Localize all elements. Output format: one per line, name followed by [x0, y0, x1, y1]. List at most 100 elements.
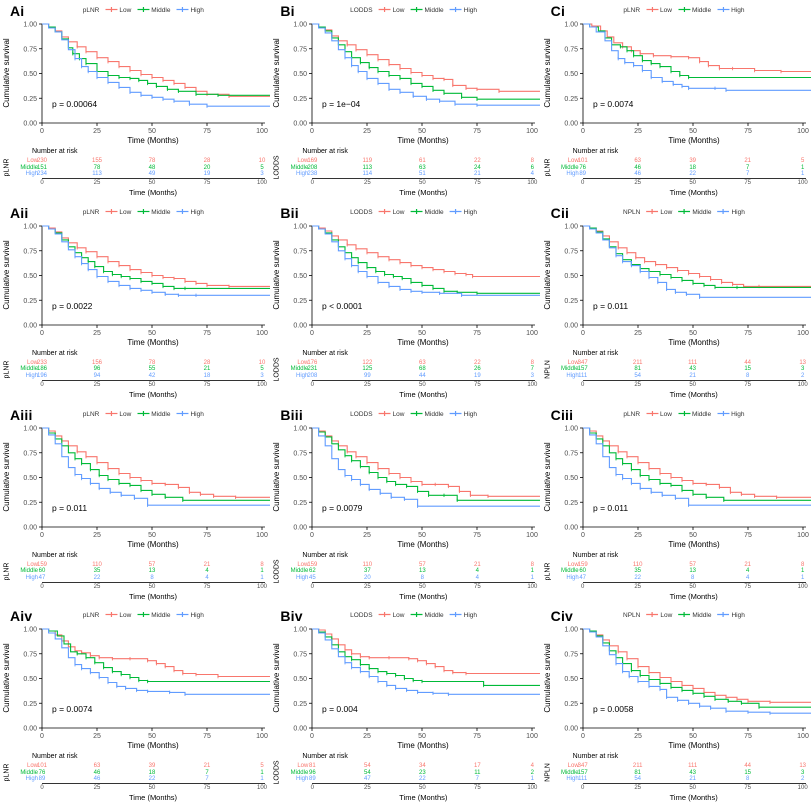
risk-axis-line — [312, 581, 536, 583]
risk-row-label-middle: Middle — [20, 568, 38, 575]
risk-count: 4 — [475, 574, 479, 581]
y-tick-label: 0.75 — [294, 652, 308, 659]
risk-count: 76 — [579, 164, 586, 171]
legend: pLNR Low Middle High — [83, 6, 204, 15]
risk-count: 49 — [148, 171, 156, 178]
y-tick-label: 0.75 — [564, 450, 578, 457]
risk-row-label-high: High — [295, 171, 309, 178]
x-tick-label: 0 — [310, 532, 314, 539]
risk-count: 155 — [91, 158, 103, 164]
risk-row-label-low: Low — [297, 763, 309, 770]
legend-item-label: Middle — [424, 410, 444, 418]
km-panel: Aiii pLNR Low Middle High 1.00 0.75 0.50 0.25… — [0, 404, 270, 606]
risk-count: 8 — [530, 359, 534, 366]
y-tick-label: 0.00 — [23, 322, 37, 329]
legend-item-low: Low — [646, 208, 672, 217]
risk-x-tick-label: 25 — [363, 180, 371, 186]
y-tick-label: 0.75 — [294, 450, 308, 457]
x-axis-title: Time (Months) — [398, 338, 450, 347]
risk-count: 54 — [634, 776, 641, 783]
risk-count: 2 — [530, 769, 534, 776]
risk-x-tick-label: 75 — [473, 785, 481, 792]
survival-curve-low — [312, 23, 541, 92]
risk-count: 78 — [93, 164, 101, 171]
x-tick-label: 25 — [634, 532, 642, 539]
km-panel: Civ NPLN Low Middle High 1.00 0.75 0.50 0.25 0… — [541, 605, 811, 807]
risk-axis-line — [42, 581, 265, 583]
p-value: p = 0.004 — [322, 704, 358, 714]
legend-item-middle: Middle — [410, 208, 444, 217]
legend-item-label: Low — [119, 7, 132, 14]
x-tick-label: 0 — [310, 733, 314, 740]
risk-x-tick-label: 50 — [689, 381, 696, 388]
risk-x-axis-label: Time (Months) — [128, 188, 178, 197]
risk-x-tick-label: 100 — [256, 381, 268, 388]
x-tick-label: 50 — [418, 532, 426, 539]
x-tick-label: 50 — [689, 733, 697, 740]
risk-count: 94 — [93, 372, 101, 379]
risk-axis-line — [312, 783, 536, 785]
legend-item-label: High — [190, 612, 204, 620]
risk-x-tick-label: 25 — [363, 381, 371, 388]
x-tick-label: 100 — [256, 128, 268, 135]
risk-count: 208 — [307, 372, 318, 379]
x-tick-label: 75 — [744, 733, 752, 740]
legend-item-label: Middle — [424, 7, 444, 14]
x-tick-label: 25 — [363, 733, 371, 740]
risk-count: 4 — [205, 568, 209, 575]
y-tick-label: 0.25 — [23, 298, 37, 305]
y-axis-title: Cumulative survival — [2, 442, 11, 512]
risk-count: 81 — [634, 769, 641, 776]
survival-curve-middle — [582, 628, 811, 708]
risk-count: 20 — [203, 164, 211, 171]
risk-count: 46 — [634, 171, 641, 178]
legend-item-label: High — [190, 208, 204, 216]
risk-count: 62 — [308, 568, 316, 575]
legend-item-middle: Middle — [677, 410, 711, 419]
legend: LODDS Low Middle High — [350, 611, 477, 620]
risk-x-tick-label: 50 — [689, 583, 696, 590]
risk-x-tick-label: 0 — [40, 785, 44, 792]
legend-cross-marker-icon — [717, 410, 730, 419]
survival-curve-low — [582, 23, 811, 73]
survival-curve-high — [312, 23, 541, 106]
risk-row-label-high: High — [566, 776, 579, 783]
legend-item-middle: Middle — [137, 611, 170, 620]
legend-cross-marker-icon — [677, 410, 690, 419]
survival-curve-middle — [312, 23, 541, 100]
x-tick-label: 100 — [256, 532, 268, 539]
risk-x-tick-label: 75 — [744, 583, 751, 590]
risk-count: 51 — [418, 171, 426, 178]
risk-count: 230 — [36, 158, 48, 164]
legend-item-high: High — [449, 208, 477, 217]
legend-cross-marker-icon — [176, 611, 189, 620]
legend: LODDS Low Middle High — [350, 6, 477, 15]
risk-count: 60 — [38, 568, 46, 575]
risk-count: 159 — [577, 561, 588, 568]
risk-count: 3 — [800, 366, 805, 373]
risk-count: 196 — [36, 372, 48, 379]
risk-x-tick-label: 25 — [634, 381, 641, 388]
risk-count: 159 — [36, 561, 48, 568]
x-axis-title: Time (Months) — [127, 136, 179, 145]
survival-curve-middle — [312, 628, 541, 687]
x-tick-label: 0 — [310, 330, 314, 337]
x-tick-label: 75 — [744, 128, 752, 135]
risk-x-tick-label: 75 — [203, 381, 211, 388]
y-tick-label: 0.75 — [294, 46, 308, 53]
risk-count: 8 — [745, 372, 750, 379]
survival-curve-low — [312, 225, 541, 277]
legend-title: NPLN — [623, 208, 641, 216]
risk-table-title: Number at risk — [32, 753, 78, 761]
risk-count: 125 — [362, 366, 373, 373]
y-tick-label: 1.00 — [564, 223, 578, 230]
risk-count: 21 — [473, 171, 481, 178]
legend-item-label: Low — [660, 208, 673, 216]
risk-count: 89 — [308, 776, 316, 783]
legend: pLNR Low Middle High — [623, 6, 744, 15]
risk-x-tick-label: 50 — [148, 583, 156, 590]
risk-row-label-middle: Middle — [20, 366, 38, 373]
risk-count: 18 — [203, 372, 211, 379]
panel-label: Aii — [10, 204, 29, 221]
survival-curve-low — [42, 426, 270, 498]
